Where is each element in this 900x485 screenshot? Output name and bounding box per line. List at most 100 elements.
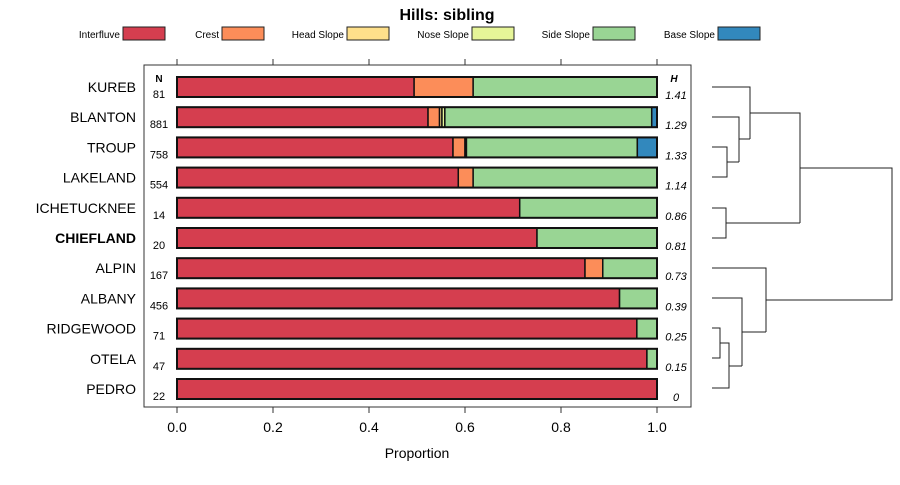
chart-title: Hills: sibling [399,7,494,24]
legend-label: Crest [195,30,219,41]
h-value: 1.29 [665,120,686,132]
bar-segment-crest [457,166,474,189]
bar-segment-crest [413,76,474,98]
x-tick-label: 1.0 [647,419,667,435]
n-value: 14 [153,210,165,222]
dendrogram [712,86,893,389]
bar-row: CHIEFLAND 20 0.81 [55,227,687,253]
bar-row: PEDRO 22 0 [86,378,680,404]
legend-label: Nose Slope [417,30,469,41]
row-label: PEDRO [86,381,136,397]
row-label: KUREB [88,79,136,95]
x-tick-label: 0.2 [263,419,283,435]
x-tick-label: 0.0 [167,419,187,435]
bar-row: KUREB 81 1.41 [88,76,687,102]
bar-segment-interfluve [176,76,415,98]
bar-segment-interfluve [176,197,521,219]
x-tick-label: 0.6 [455,419,475,435]
h-value: 1.14 [665,181,686,193]
x-tick-label: 0.4 [359,419,379,435]
bar-segment-side-slope [518,197,658,219]
bar-outline [176,378,658,400]
h-value: 0.15 [665,362,687,374]
bar-outline [176,227,658,249]
x-axis: 0.0 0.2 0.4 0.6 0.8 1.0 [167,59,667,435]
h-value: 0.86 [665,211,687,223]
n-value: 20 [153,240,165,252]
h-header: H [670,74,678,85]
bar-segment-interfluve [176,136,454,159]
bar-outline [176,317,658,340]
x-tick-label: 0.8 [551,419,571,435]
bar-row: ALPIN 167 0.73 [96,257,688,283]
legend: Interfluve Crest Head Slope Nose Slope Side … [79,26,761,41]
legend-label: Base Slope [664,30,716,41]
row-label: CHIEFLAND [55,230,136,246]
n-value: 554 [150,180,168,192]
legend-swatch [471,26,515,41]
bar-segment-interfluve [176,378,658,400]
bar-segment-side-slope [646,348,658,370]
n-value: 881 [150,119,168,131]
bar-segment-side-slope [536,227,658,249]
n-value: 167 [150,270,168,282]
bar-segment-interfluve [176,166,460,189]
bar-segment-interfluve [176,317,638,340]
legend-swatch [122,26,166,41]
h-value: 0 [673,392,680,404]
bar-outline [176,166,658,189]
bar-segment-crest [427,106,441,128]
h-value: 0.39 [665,301,686,313]
bar-row: OTELA 47 0.15 [90,347,688,374]
bar-segment-crest [452,136,466,159]
row-label: LAKELAND [63,170,136,186]
bar-row: BLANTON 881 1.29 [70,106,687,132]
n-value: 22 [153,391,165,403]
bar-segment-side-slope [465,136,639,159]
plot-frame [143,64,692,408]
n-value: 47 [153,361,165,373]
legend-label: Interfluve [79,30,121,41]
h-value: 0.81 [665,241,686,253]
bar-outline [176,136,658,159]
n-header: N [155,74,162,85]
bar-segment-base-slope [636,136,658,159]
row-label: TROUP [87,139,136,155]
h-value: 1.33 [665,150,687,162]
x-axis-label: Proportion [385,445,450,461]
bar-segment-interfluve [176,227,538,249]
bar-segment-crest [584,257,604,279]
bar-segment-interfluve [176,348,648,370]
bar-segment-side-slope [636,317,658,340]
bar-segment-side-slope [444,106,653,128]
bar-segment-side-slope [472,76,658,98]
bar-outline [176,196,658,219]
n-value: 81 [153,89,165,101]
h-value: 0.25 [665,332,687,344]
row-label: OTELA [90,351,137,367]
legend-swatch [717,26,761,41]
bar-segment-interfluve [176,106,429,128]
legend-label: Head Slope [292,30,345,41]
row-label: ALPIN [96,260,136,276]
bar-rows: KUREB 81 1.41 BLANTON 881 1.29 TROUP 758 1.33 LAK… [36,76,688,404]
h-value: 1.41 [665,90,686,102]
bar-outline [176,106,658,129]
bar-row: RIDGEWOOD 71 0.25 [47,317,688,344]
legend-swatch [592,26,636,41]
bar-outline [176,76,658,98]
bar-segment-side-slope [618,287,658,310]
bar-segment-side-slope [472,166,658,189]
n-value: 758 [150,149,168,161]
bar-outline [176,257,658,280]
bar-row: ALBANY 456 0.39 [81,287,687,313]
legend-swatch [221,26,265,41]
bar-row: LAKELAND 554 1.14 [63,166,687,193]
bar-outline [176,347,658,370]
bar-row: TROUP 758 1.33 [87,136,688,162]
row-label: BLANTON [70,109,136,125]
bar-segment-interfluve [176,287,621,310]
bar-segment-side-slope [602,257,658,279]
